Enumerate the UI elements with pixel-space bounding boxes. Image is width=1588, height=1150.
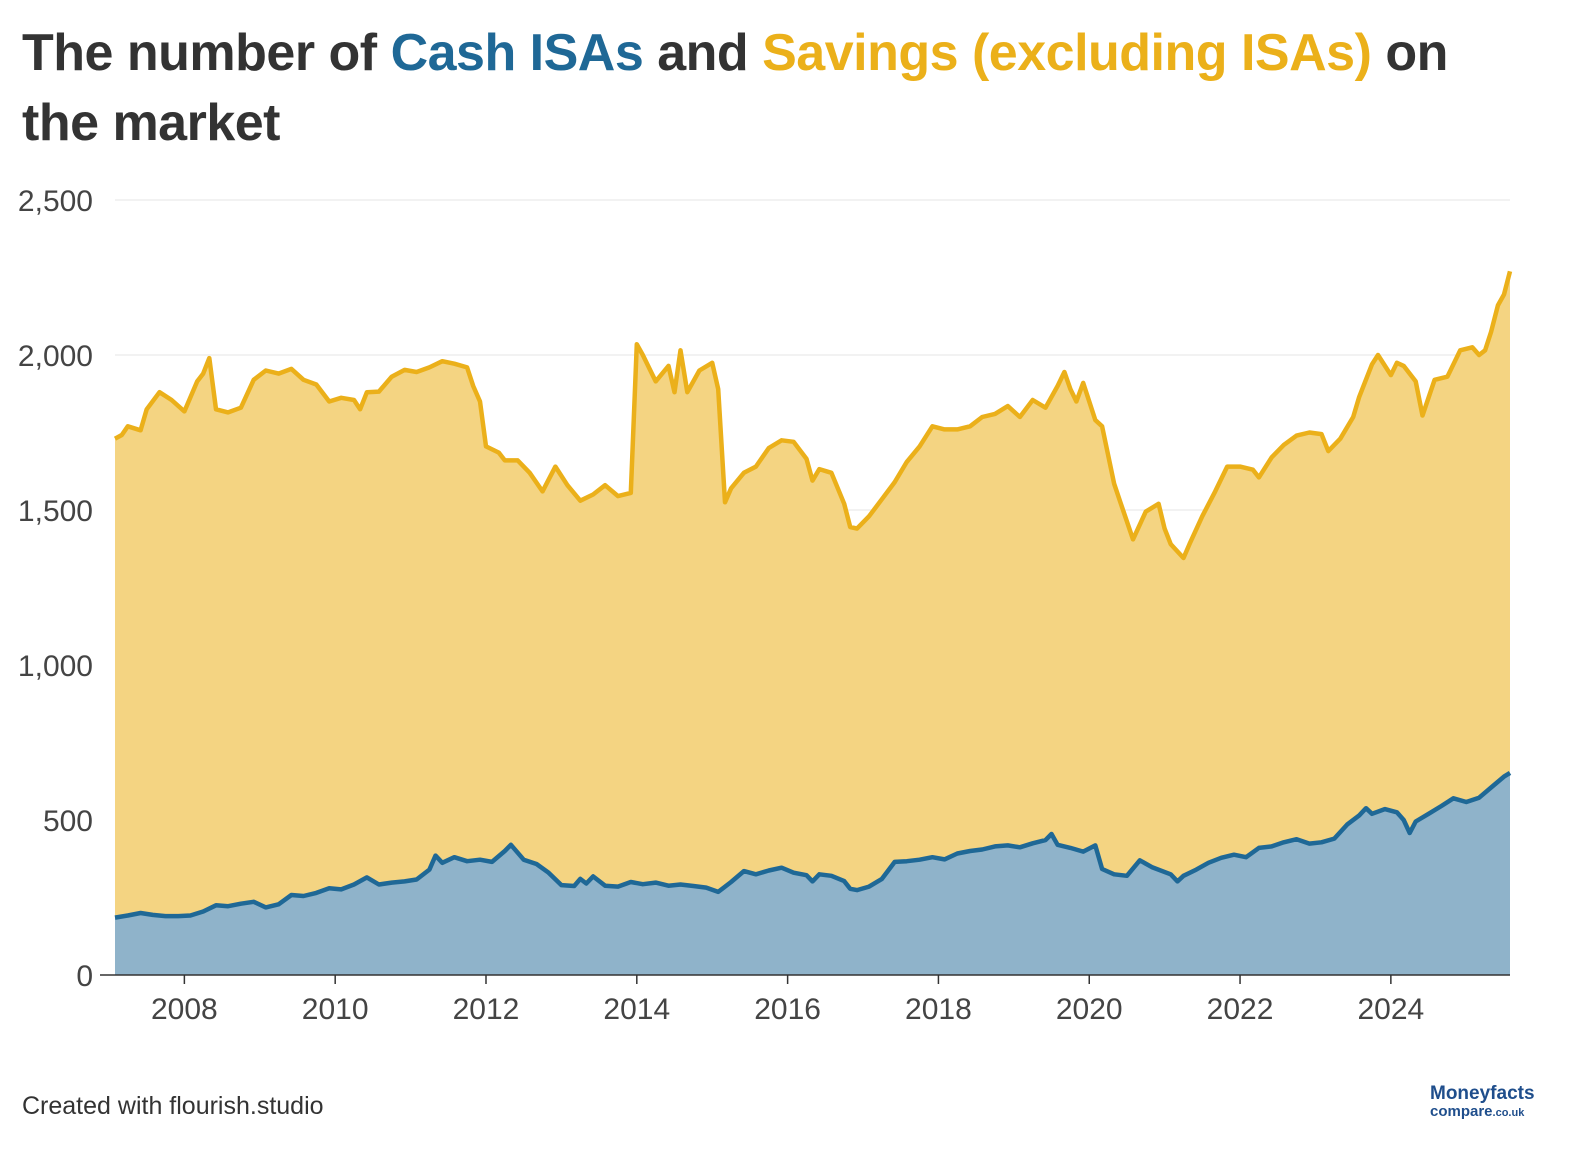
x-tick-label: 2022 bbox=[1207, 993, 1274, 1026]
logo-top-text: Moneyfacts bbox=[1430, 1083, 1535, 1104]
y-tick-label: 0 bbox=[76, 960, 93, 993]
moneyfacts-logo: Moneyfacts compare.co.uk bbox=[1430, 1084, 1552, 1124]
x-tick-label: 2010 bbox=[302, 993, 369, 1026]
savings-area bbox=[115, 271, 1510, 918]
title-series-cash-isas: Cash ISAs bbox=[390, 24, 644, 82]
savings-line bbox=[113, 270, 1513, 561]
x-tick-label: 2014 bbox=[603, 993, 670, 1026]
y-tick-label: 2,500 bbox=[18, 185, 93, 218]
y-tick-label: 2,000 bbox=[18, 340, 93, 373]
logo-bottom-text: compare.co.uk bbox=[1430, 1104, 1552, 1121]
areas bbox=[115, 271, 1510, 975]
title-prefix: The number of bbox=[22, 24, 391, 82]
title-series-savings: Savings (excluding ISAs) bbox=[762, 24, 1372, 82]
x-tick-label: 2018 bbox=[905, 993, 972, 1026]
logo-tld: .co.uk bbox=[1492, 1107, 1525, 1119]
footer-credit: Created with flourish.studio bbox=[22, 1092, 324, 1120]
y-tick-label: 500 bbox=[43, 805, 93, 838]
title-suffix: on the market bbox=[22, 24, 1448, 152]
x-tick-label: 2016 bbox=[754, 993, 821, 1026]
axes: 0 500 1,000 1,500 2,000 2,500 2008 2010 2012 2014… bbox=[18, 185, 1510, 1026]
cash-isas-line bbox=[114, 770, 1512, 920]
x-tick-label: 2020 bbox=[1056, 993, 1123, 1026]
y-tick-label: 1,500 bbox=[18, 495, 93, 528]
y-tick-label: 1,000 bbox=[18, 650, 93, 683]
logo-bottom-main: compare bbox=[1430, 1103, 1493, 1120]
title-middle: and bbox=[643, 24, 763, 82]
x-tick-label: 2024 bbox=[1357, 993, 1424, 1026]
x-tick-label: 2012 bbox=[453, 993, 520, 1026]
series-lines bbox=[113, 270, 1513, 920]
cash-isas-area bbox=[115, 772, 1510, 975]
x-tick-label: 2008 bbox=[151, 993, 218, 1026]
chart-title: The number of Cash ISAs and Savings (exc… bbox=[22, 18, 1502, 158]
